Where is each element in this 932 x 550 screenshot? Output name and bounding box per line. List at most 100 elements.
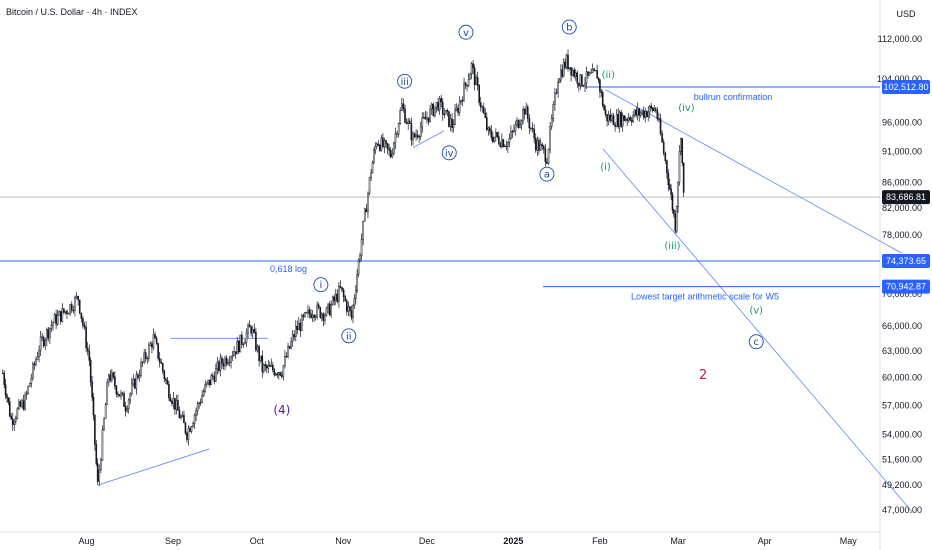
currency-label: USD (896, 9, 916, 19)
candle-body (157, 342, 159, 359)
candle-body (264, 364, 267, 367)
candle-body (668, 184, 671, 190)
candle-body (573, 69, 576, 77)
candle-body (149, 343, 152, 346)
candle-body (324, 315, 326, 321)
candle-body (233, 351, 235, 356)
candle-body (195, 410, 197, 416)
candle-body (362, 220, 364, 240)
candle-body (531, 128, 534, 130)
candle-body (441, 101, 444, 115)
candle-body (208, 379, 211, 385)
candle-body (536, 139, 539, 151)
wave-label-(iv): (iv) (678, 103, 695, 114)
x-tick-label: Apr (758, 536, 772, 546)
candle-body (642, 110, 645, 118)
candle-body (449, 118, 452, 127)
candle-body (334, 293, 337, 301)
candle-body (4, 384, 7, 396)
candle-body (682, 162, 685, 193)
candle-body (489, 127, 491, 131)
candle-body (181, 415, 184, 417)
candle-body (52, 321, 54, 326)
candle-body (314, 316, 317, 318)
candle-body (612, 115, 615, 126)
candle-body (256, 346, 259, 351)
candle-body (247, 324, 249, 334)
candle-body (478, 85, 480, 103)
y-tick-label: 78,000.00 (882, 230, 922, 240)
candle-body (201, 395, 203, 403)
wave-label-c: c (753, 337, 759, 348)
candle-body (89, 360, 92, 383)
wave-label-2: 2 (699, 368, 707, 383)
horizontal-levels[interactable]: bullrun confirmation 0,618 log Lowest targ… (0, 86, 880, 302)
candle-body (472, 63, 474, 69)
candle-body (237, 340, 240, 353)
candle-body (78, 299, 81, 314)
wave-circle-a (539, 166, 555, 182)
candle-body (178, 410, 181, 419)
candle-body (596, 70, 598, 79)
candle-body (541, 144, 543, 147)
candle-body (307, 309, 309, 313)
candle-body (58, 311, 61, 316)
level-badge-2-bg (882, 254, 930, 269)
candle-body (635, 109, 638, 116)
candle-body (16, 408, 19, 419)
candle-body (359, 255, 361, 261)
candle-body (673, 209, 675, 215)
candle-body (626, 118, 629, 121)
candle-body (222, 363, 225, 367)
candle-body (549, 126, 551, 150)
candle-body (10, 415, 12, 420)
candle-body (445, 110, 447, 115)
candle-body (50, 324, 53, 329)
candle-body (15, 417, 17, 422)
candle-body (654, 108, 657, 111)
candle-body (199, 402, 202, 404)
trendline-5[interactable] (602, 148, 913, 513)
candle-body (124, 406, 127, 412)
candle-body (514, 123, 517, 132)
candle-body (171, 401, 173, 404)
wave-circle-iii (397, 73, 413, 89)
wave-label-1: 1 (476, 0, 484, 1)
candle-body (407, 120, 409, 124)
level-badge-3-bg (882, 279, 930, 294)
candle-body (525, 106, 527, 115)
candle-body (317, 304, 320, 308)
candle-body (77, 295, 79, 301)
candle-body (310, 313, 312, 318)
candle-body (279, 372, 282, 376)
candle-body (342, 289, 345, 298)
candle-body (588, 72, 591, 76)
candle-body (146, 358, 149, 360)
candle-body (134, 378, 136, 389)
candle-body (63, 308, 65, 313)
candle-body (594, 70, 597, 72)
candle-body (565, 54, 568, 68)
candle-body (82, 318, 84, 326)
candle-body (285, 355, 288, 358)
price-axis[interactable]: USD 112,000.00 104,000.00 96,000.00 91,000.0… (877, 9, 930, 515)
candle-body (111, 372, 113, 381)
y-tick-label: 60,000.00 (882, 373, 922, 383)
y-tick-label: 51,600.00 (882, 454, 922, 464)
level-badge-1-bg (882, 80, 930, 95)
trendlines[interactable] (97, 89, 913, 513)
trendline-1[interactable] (97, 448, 210, 486)
candle-body (539, 144, 542, 151)
time-axis[interactable]: Aug Sep Oct Nov Dec 2025 Feb Mar Apr May (78, 536, 857, 546)
level-label-3: Lowest target arithmetic scale for W5 (631, 292, 779, 302)
candle-body (245, 332, 248, 343)
candle-body (95, 444, 98, 464)
candle-body (675, 206, 678, 232)
trendline-3[interactable] (412, 130, 444, 148)
price-axis-separator (0, 0, 881, 550)
trendline-4[interactable] (605, 89, 902, 254)
candle-body (659, 118, 662, 134)
x-tick-label: Dec (419, 536, 436, 546)
candle-body (278, 372, 280, 376)
